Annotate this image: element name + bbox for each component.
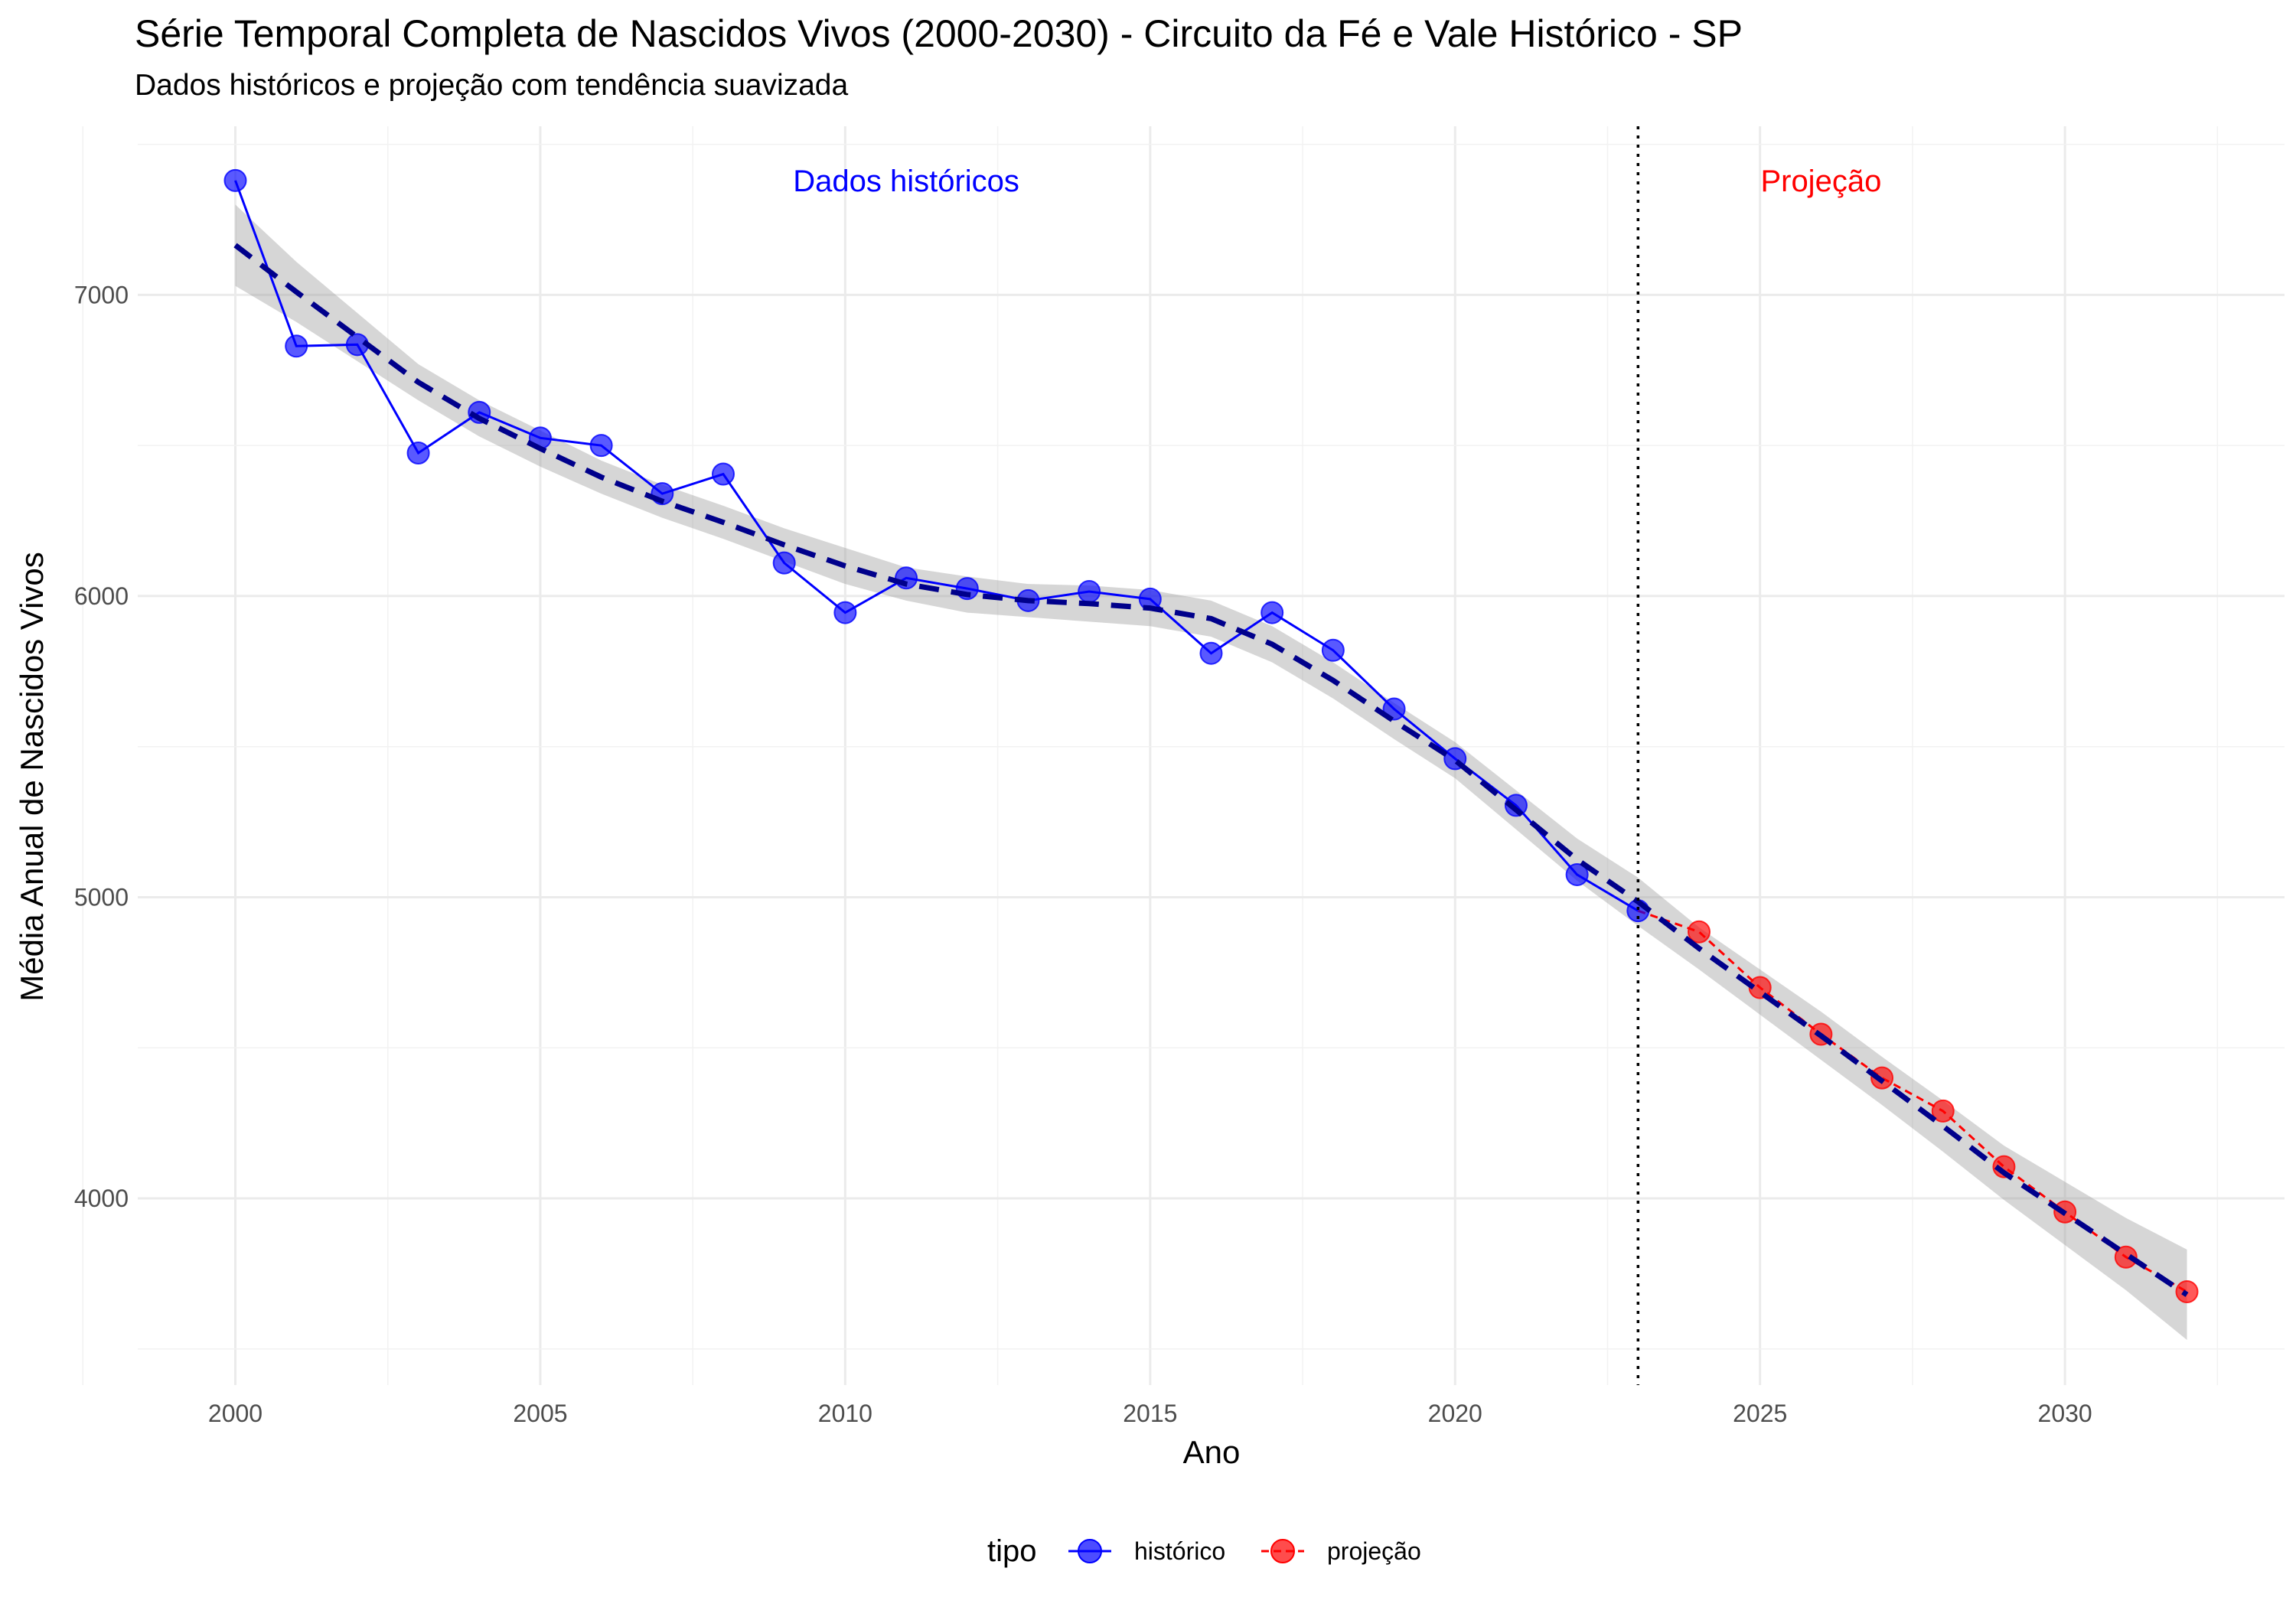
legend-label-projecao: projeção: [1327, 1537, 1421, 1565]
confidence-band: [235, 204, 2187, 1340]
data-point-historico: [712, 462, 735, 486]
x-tick-label: 2005: [513, 1400, 567, 1427]
y-tick-label: 7000: [74, 281, 129, 308]
trend-line: [233, 243, 2189, 1297]
chart-title: Série Temporal Completa de Nascidos Vivo…: [135, 12, 1743, 55]
data-point-historico: [223, 168, 247, 192]
grid-layer: [82, 126, 2285, 1385]
legend-item-historico: histórico: [1068, 1537, 1225, 1565]
data-point-historico: [772, 551, 796, 575]
chart-subtitle: Dados históricos e projeção com tendênci…: [135, 69, 849, 102]
data-point-historico: [1199, 641, 1223, 665]
data-point-historico: [833, 601, 857, 624]
tick-labels: 2000 2005 2010 2015 2020 2025 2030 4000 5000 6000…: [74, 281, 2092, 1427]
data-point-projecao: [1688, 920, 1711, 944]
x-tick-label: 2020: [1428, 1400, 1482, 1427]
legend-title: tipo: [987, 1534, 1037, 1568]
x-tick-label: 2000: [208, 1400, 263, 1427]
annotation-historical: Dados históricos: [793, 165, 1019, 198]
trend-layer: [233, 243, 2189, 1297]
x-tick-label: 2010: [818, 1400, 872, 1427]
legend-label-historico: histórico: [1134, 1537, 1225, 1565]
series-line-projecao: [1637, 909, 2188, 1293]
y-tick-label: 5000: [74, 883, 129, 911]
data-point-historico: [1504, 794, 1528, 817]
data-point-projecao: [1931, 1099, 1955, 1123]
y-axis-title: Média Anual de Nascidos Vivos: [14, 552, 50, 1002]
data-point-projecao: [2114, 1245, 2138, 1269]
y-tick-label: 4000: [74, 1185, 129, 1212]
x-tick-label: 2030: [2038, 1400, 2092, 1427]
data-point-historico: [589, 434, 613, 458]
legend-marker-historico: [1078, 1539, 1102, 1563]
data-point-historico: [1078, 580, 1101, 604]
data-point-historico: [406, 441, 430, 464]
confidence-band-area: [235, 204, 2187, 1340]
legend-item-projecao: projeção: [1261, 1537, 1421, 1565]
series-line-historico: [234, 180, 1639, 912]
annotation-projection: Projeção: [1760, 165, 1881, 198]
data-point-historico: [285, 334, 308, 358]
data-point-historico: [1321, 638, 1345, 662]
data-point-historico: [1565, 862, 1589, 886]
legend: tipo histórico projeção: [987, 1534, 1421, 1568]
series-layer: [223, 168, 2199, 1304]
x-tick-label: 2015: [1123, 1400, 1177, 1427]
data-point-historico: [1261, 601, 1284, 624]
legend-marker-projecao: [1270, 1539, 1295, 1563]
y-tick-label: 6000: [74, 582, 129, 610]
annotations: Dados históricos Projeção: [793, 165, 1881, 198]
x-tick-label: 2025: [1733, 1400, 1787, 1427]
x-axis-title: Ano: [1183, 1434, 1241, 1470]
data-point-projecao: [1992, 1155, 2016, 1178]
